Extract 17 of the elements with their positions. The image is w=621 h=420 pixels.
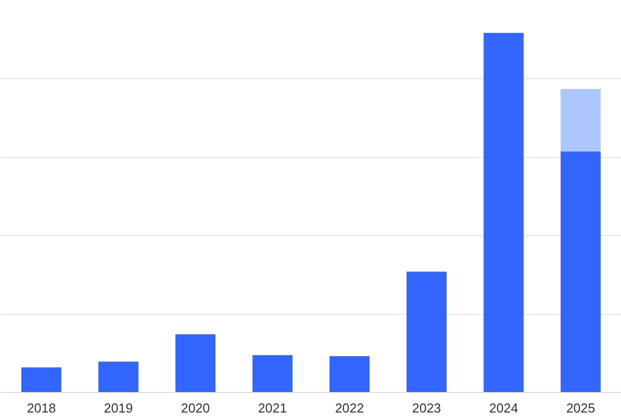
bar [406,272,447,392]
bar [175,334,216,392]
bar [560,88,601,152]
bar [252,355,293,392]
bar [484,32,524,392]
bar [560,152,601,392]
x-tick-label: 2021 [258,400,287,416]
x-tick-label: 2018 [26,400,56,416]
x-tick-label: 2020 [180,400,210,416]
x-tick-label: 2019 [104,400,133,416]
bar [98,362,138,392]
bar [21,367,62,392]
x-tick-label: 2024 [489,400,518,416]
x-tick-label: 2025 [566,400,596,416]
bar [329,356,370,392]
x-tick-label: 2022 [335,400,364,416]
x-tick-label: 2023 [412,400,442,416]
